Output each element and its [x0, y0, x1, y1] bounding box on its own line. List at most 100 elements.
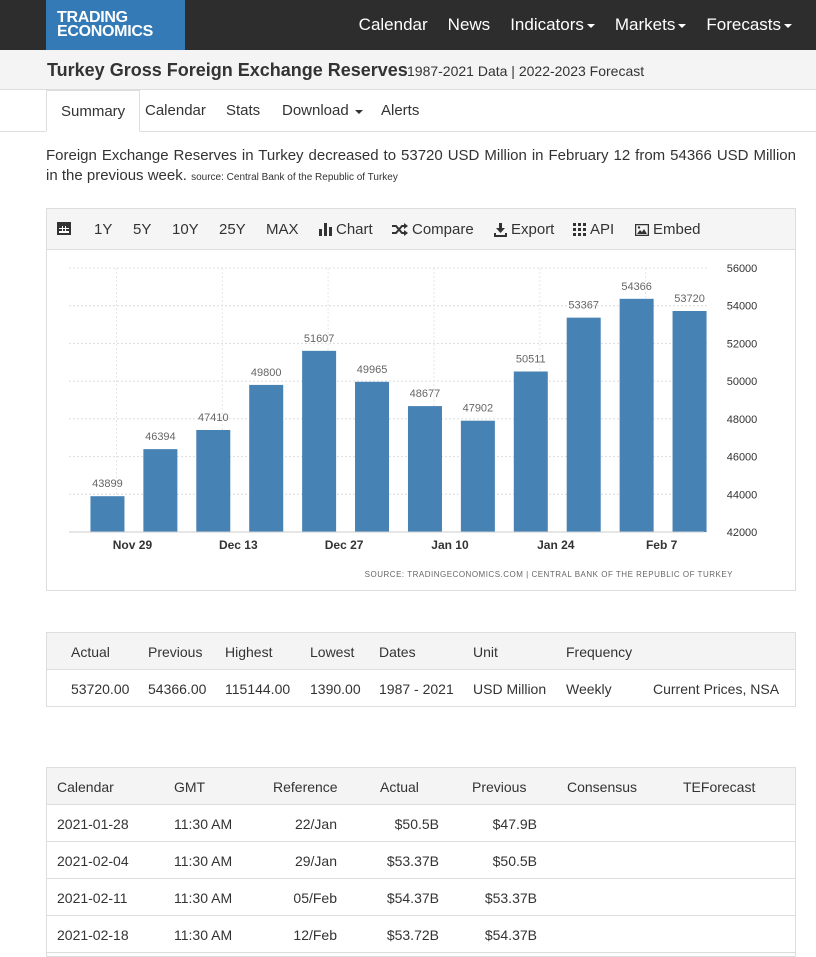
- nav-indicators[interactable]: Indicators: [510, 15, 595, 35]
- range-1y-button[interactable]: 1Y: [94, 221, 112, 238]
- range-25y-button[interactable]: 25Y: [219, 221, 246, 238]
- y-tick-label: 54000: [727, 301, 758, 313]
- stats-table: Actual Previous Highest Lowest Dates Uni…: [46, 632, 796, 707]
- calendar-table: Calendar GMT Reference Actual Previous C…: [46, 767, 796, 957]
- cal-date-cell: 2021-02-11: [57, 890, 128, 906]
- table-row: 2021-01-28 11:30 AM 22/Jan $50.5B $47.9B: [47, 805, 795, 842]
- bar-7: [407, 406, 442, 532]
- range-max-label: MAX: [266, 221, 299, 238]
- compare-button[interactable]: Compare: [392, 221, 474, 238]
- tab-alerts-label: Alerts: [381, 102, 420, 119]
- cal-previous-cell: $47.9B: [492, 816, 537, 832]
- cal-actual-cell: $53.72B: [386, 927, 439, 943]
- nav-forecasts[interactable]: Forecasts: [706, 15, 792, 35]
- tab-stats-label: Stats: [226, 102, 261, 119]
- table-row: 2021-02-18 11:30 AM 12/Feb $53.72B $54.37B: [47, 916, 795, 953]
- cal-actual-cell: $54.37B: [386, 890, 439, 906]
- chart-container: 42000 44000 46000 48000 50000 52000 54000 56000…: [46, 250, 796, 591]
- tab-download[interactable]: Download: [282, 90, 363, 132]
- cal-header-gmt: GMT: [174, 779, 206, 795]
- y-tick-label: 42000: [727, 527, 758, 539]
- range-1y-label: 1Y: [94, 221, 113, 238]
- cal-date-cell: 2021-02-18: [57, 927, 129, 943]
- nav-calendar[interactable]: Calendar: [359, 15, 428, 35]
- nav-news-label: News: [447, 15, 491, 34]
- bar-value-label: 49800: [251, 367, 282, 379]
- nav-news[interactable]: News: [448, 15, 491, 35]
- bar-chart[interactable]: 42000 44000 46000 48000 50000 52000 54000 56000…: [47, 250, 797, 591]
- cal-header-actual: Actual: [380, 779, 419, 795]
- y-tick-label: 44000: [727, 489, 758, 501]
- cal-actual-cell: $53.37B: [386, 853, 439, 869]
- download-icon: [494, 222, 507, 237]
- tab-calendar-label: Calendar: [145, 102, 206, 119]
- compare-label: Compare: [412, 221, 474, 238]
- range-5y-button[interactable]: 5Y: [133, 221, 151, 238]
- tab-calendar[interactable]: Calendar: [145, 90, 206, 132]
- cal-reference-cell: 29/Jan: [294, 853, 337, 869]
- x-tick-label: Dec 27: [325, 538, 364, 552]
- range-10y-button[interactable]: 10Y: [172, 221, 199, 238]
- chart-type-label: Chart: [336, 221, 373, 238]
- range-5y-label: 5Y: [133, 221, 152, 238]
- description-text: Foreign Exchange Reserves in Turkey decr…: [46, 147, 796, 184]
- tab-summary[interactable]: Summary: [46, 90, 141, 132]
- api-button[interactable]: API: [573, 221, 614, 238]
- stats-header-lowest: Lowest: [310, 644, 355, 660]
- stats-header-actual: Actual: [71, 644, 110, 660]
- cal-header-reference: Reference: [273, 779, 338, 795]
- bar-3: [196, 429, 231, 532]
- bar-value-label: 54366: [621, 281, 652, 293]
- bar-value-label: 49965: [357, 364, 388, 376]
- top-navbar: TRADING ECONOMICS Calendar News Indicato…: [0, 0, 816, 50]
- cal-date-cell: 2021-01-28: [57, 816, 129, 832]
- x-tick-label: Jan 10: [431, 538, 469, 552]
- cal-gmt-cell: 11:30 AM: [174, 927, 233, 943]
- export-button[interactable]: Export: [494, 221, 554, 238]
- cal-reference-cell: 05/Feb: [293, 890, 337, 906]
- site-logo[interactable]: TRADING ECONOMICS: [46, 0, 185, 50]
- range-max-button[interactable]: MAX: [266, 221, 299, 238]
- image-icon: [635, 223, 649, 236]
- cal-actual-cell: $50.5B: [394, 816, 439, 832]
- summary-description: Foreign Exchange Reserves in Turkey decr…: [46, 146, 796, 188]
- cal-previous-cell: $54.37B: [484, 927, 537, 943]
- bar-11: [619, 298, 654, 532]
- cal-gmt-cell: 11:30 AM: [174, 816, 233, 832]
- stats-header-unit: Unit: [473, 644, 498, 660]
- nav-markets[interactable]: Markets: [615, 15, 687, 35]
- grid-icon: [573, 223, 586, 236]
- chart-type-button[interactable]: Chart: [319, 221, 373, 238]
- y-tick-label: 56000: [727, 263, 758, 275]
- x-tick-label: Jan 24: [537, 538, 575, 552]
- title-bar: Turkey Gross Foreign Exchange Reserves 1…: [0, 50, 816, 90]
- bar-value-label: 48677: [410, 388, 441, 400]
- cal-date-cell: 2021-02-04: [57, 853, 129, 869]
- cal-header-previous: Previous: [472, 779, 527, 795]
- tab-stats[interactable]: Stats: [226, 90, 260, 132]
- shuffle-icon: [392, 223, 408, 236]
- bar-1: [90, 496, 125, 532]
- main-nav: Calendar News Indicators Markets Forecas…: [339, 0, 792, 50]
- calendar-icon[interactable]: [57, 221, 75, 235]
- embed-button[interactable]: Embed: [635, 221, 701, 238]
- tab-alerts[interactable]: Alerts: [381, 90, 419, 132]
- chart-source-note: SOURCE: TRADINGECONOMICS.COM | CENTRAL B…: [365, 570, 733, 579]
- chevron-down-icon: [678, 24, 687, 28]
- bar-10: [566, 317, 601, 532]
- api-label: API: [590, 221, 615, 238]
- x-tick-label: Dec 13: [219, 538, 258, 552]
- table-row: 2021-02-04 11:30 AM 29/Jan $53.37B $50.5B: [47, 842, 795, 879]
- page-title: Turkey Gross Foreign Exchange Reserves: [47, 60, 408, 80]
- stats-header-highest: Highest: [225, 644, 273, 660]
- tab-summary-label: Summary: [61, 103, 126, 120]
- bar-4: [249, 384, 284, 532]
- bar-value-label: 47902: [463, 403, 494, 415]
- nav-calendar-label: Calendar: [358, 15, 428, 34]
- bar-value-label: 46394: [145, 431, 176, 443]
- y-tick-label: 46000: [727, 452, 758, 464]
- range-25y-label: 25Y: [219, 221, 246, 238]
- x-tick-label: Feb 7: [646, 538, 678, 552]
- export-label: Export: [511, 221, 555, 238]
- y-tick-label: 52000: [727, 338, 758, 350]
